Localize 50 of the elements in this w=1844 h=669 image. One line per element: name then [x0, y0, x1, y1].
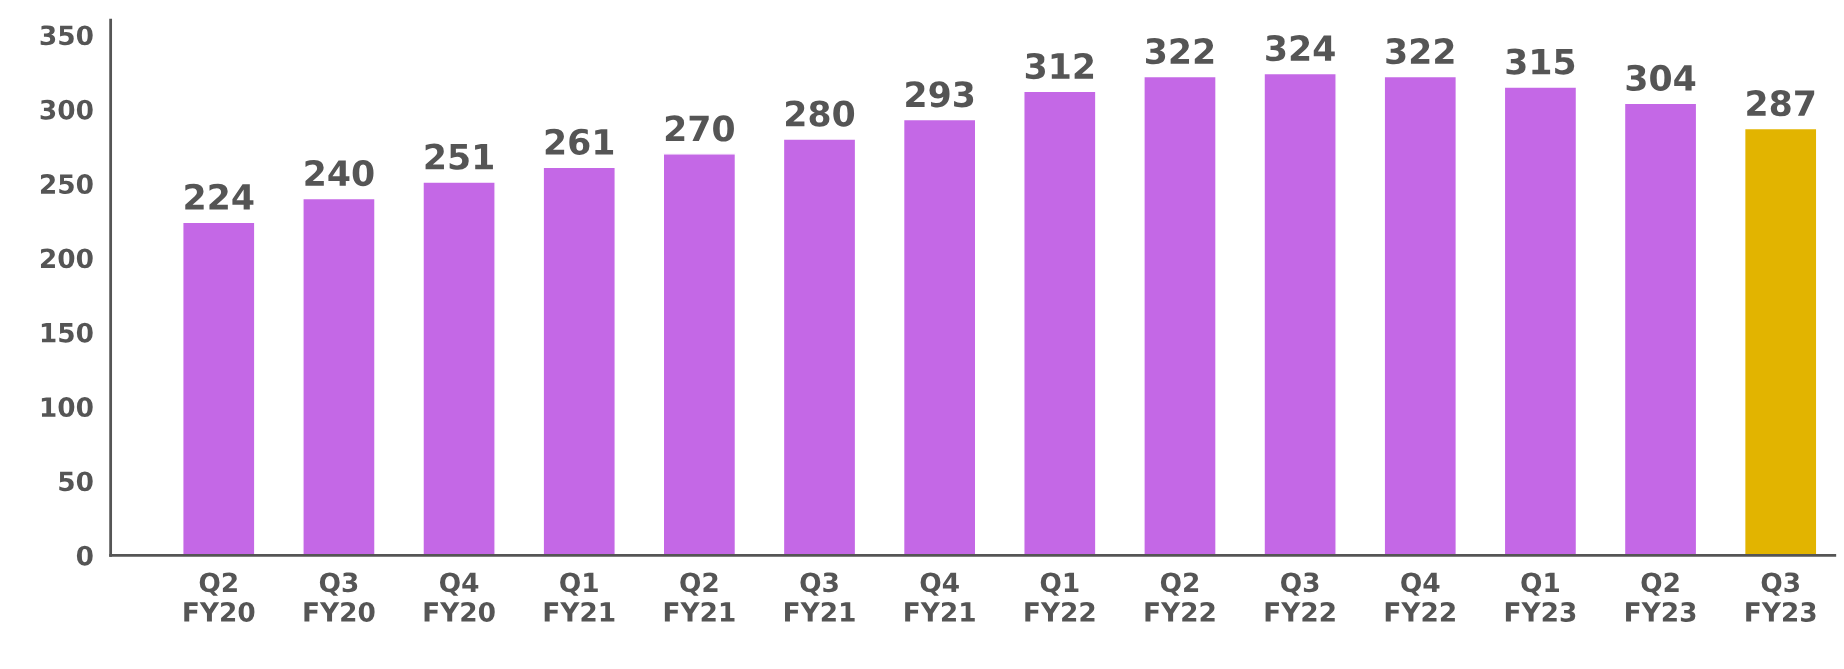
- bar: [542, 166, 616, 556]
- x-tick-label: Q1 FY22: [1025, 572, 1095, 622]
- y-tick-label: 350: [40, 25, 93, 46]
- x-tick-label: Q4 FY22: [1385, 572, 1455, 622]
- data-label: 293: [906, 81, 974, 108]
- data-label: 312: [1025, 52, 1094, 80]
- bar: [302, 197, 376, 556]
- data-label: 322: [1146, 38, 1214, 65]
- bar: [182, 221, 256, 556]
- x-tick-label: Q3 FY21: [785, 572, 855, 622]
- bar: [1263, 72, 1337, 556]
- data-label: 304: [1626, 64, 1696, 92]
- bar: [1143, 75, 1217, 556]
- y-tick-label: 300: [40, 99, 93, 120]
- y-tick-label: 150: [41, 322, 93, 343]
- data-label: 322: [1386, 38, 1454, 65]
- data-label: 261: [545, 128, 614, 155]
- bar: [902, 118, 977, 556]
- data-label: 240: [305, 159, 374, 187]
- data-label: 280: [786, 100, 855, 127]
- data-label: 224: [185, 183, 254, 210]
- x-tick-label: Q1 FY21: [544, 572, 615, 622]
- x-tick-label: Q3 FY23: [1746, 572, 1816, 622]
- bar: [1743, 127, 1818, 556]
- bar: [1383, 75, 1458, 556]
- y-tick-label: 100: [41, 397, 93, 417]
- data-label: 270: [665, 115, 734, 142]
- y-tick-label: 50: [59, 471, 93, 492]
- data-label: 251: [425, 143, 493, 170]
- x-tick-label: Q3 FY20: [304, 572, 375, 622]
- y-tick-label: 0: [76, 545, 93, 566]
- y-tick-label: 200: [40, 248, 93, 269]
- x-tick-label: Q2 FY23: [1626, 572, 1696, 622]
- bar: [1623, 102, 1698, 556]
- x-tick-label: Q2 FY21: [664, 572, 735, 622]
- x-tick-label: Q2 FY22: [1145, 572, 1215, 622]
- bar: [1023, 90, 1097, 556]
- bar: [422, 181, 496, 556]
- x-tick-label: Q1 FY23: [1505, 572, 1576, 622]
- data-label: 324: [1266, 35, 1335, 62]
- data-label: 287: [1747, 90, 1815, 117]
- bar: [782, 138, 857, 556]
- data-label: 315: [1506, 48, 1575, 75]
- x-tick-label: Q3 FY22: [1265, 572, 1335, 622]
- bar: [1503, 86, 1578, 556]
- x-tick-label: Q4 FY20: [424, 572, 495, 622]
- bar: [662, 153, 737, 556]
- x-tick-label: Q4 FY21: [905, 572, 975, 622]
- y-tick-label: 250: [40, 174, 93, 194]
- x-tick-label: Q2 FY20: [184, 572, 255, 622]
